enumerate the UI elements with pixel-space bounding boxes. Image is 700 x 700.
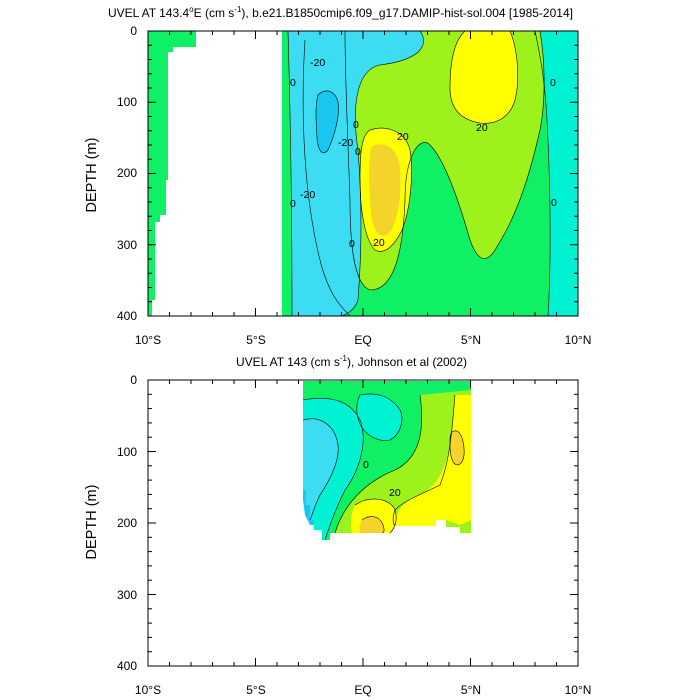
model-x-tick-labels: 10°S 5°S EQ 5°N 10°N: [135, 333, 591, 347]
contour-label: 20: [389, 487, 401, 499]
x-tick-label: 10°S: [135, 333, 161, 347]
model-necc-yellow: [450, 31, 518, 124]
model-contour-neg20: [302, 39, 351, 316]
y-tick-label: 100: [117, 445, 137, 459]
x-tick-label: 10°N: [565, 683, 592, 697]
model-left-strip: [148, 31, 196, 316]
obs-yellow-ncc: [395, 395, 471, 526]
model-contour-neg40: [315, 90, 339, 154]
panel-model: UVEL AT 143.4oE (cm s-1), b.e21.B1850cmi…: [84, 5, 591, 347]
obs-cyan-west: [303, 418, 339, 520]
model-contour-0-west: [287, 31, 293, 316]
model-east-aqua: [535, 31, 578, 316]
contour-label: 20: [373, 237, 385, 249]
contour-label: 0: [290, 198, 296, 210]
obs-contour-40-euc: [361, 516, 385, 534]
obs-contour-neg10: [356, 393, 403, 441]
x-tick-label: EQ: [354, 683, 371, 697]
y-tick-label: 400: [117, 659, 137, 673]
model-contour-0-east: [534, 31, 551, 316]
obs-contour-0: [302, 397, 364, 541]
x-tick-label: 5°N: [461, 683, 481, 697]
y-tick-label: 400: [117, 309, 137, 323]
model-contour-20-euc: [359, 127, 412, 252]
y-tick-label: 100: [117, 95, 137, 109]
obs-contour-field: [302, 381, 471, 541]
obs-gold-euc: [359, 516, 385, 533]
model-contour-labels: 0 -20 0 -20 -20 0 20 20 0 0 20 0 0: [290, 57, 557, 250]
model-euc-gold: [368, 144, 401, 236]
x-tick-label: 5°S: [246, 333, 265, 347]
obs-gold-ncc: [450, 430, 465, 465]
x-tick-label: 5°N: [461, 333, 481, 347]
model-contour-0-main: [339, 31, 424, 316]
y-tick-label: 0: [130, 24, 137, 38]
contour-label: 20: [476, 122, 488, 134]
obs-contour-labels: 0 20: [363, 459, 401, 499]
obs-cyan-dark: [303, 490, 314, 525]
y-tick-label: 0: [130, 373, 137, 387]
obs-y-tick-labels: 0 100 200 300 400: [117, 373, 137, 673]
y-tick-label: 300: [117, 588, 137, 602]
model-contour-20-necc: [449, 31, 519, 124]
contour-label: 0: [551, 197, 557, 209]
contour-label: 0: [550, 77, 556, 89]
x-tick-label: 5°S: [246, 683, 265, 697]
contour-label: 0: [290, 77, 296, 89]
obs-contour-20-euc: [354, 498, 397, 534]
model-axis-ticks: [147, 30, 579, 317]
contour-label: 20: [397, 131, 409, 143]
panel-observations: UVEL AT 143 (cm s-1), Johnson et al (200…: [84, 354, 591, 697]
obs-y-axis-label: DEPTH (m): [84, 485, 100, 560]
x-tick-label: 10°N: [565, 333, 592, 347]
contour-label: 0: [355, 146, 361, 158]
y-tick-label: 200: [117, 166, 137, 180]
contour-label: 0: [353, 119, 359, 131]
model-contour-field: [148, 31, 578, 316]
obs-contour-40-ncc: [449, 430, 465, 466]
x-tick-label: 10°S: [135, 683, 161, 697]
obs-x-tick-labels: 10°S 5°S EQ 5°N 10°N: [135, 683, 591, 697]
model-y-tick-labels: 0 100 200 300 400: [117, 24, 137, 323]
obs-contour-20: [392, 394, 456, 527]
obs-aqua-mid: [356, 393, 402, 441]
contour-label: 0: [363, 459, 369, 471]
model-y-axis-label: DEPTH (m): [84, 138, 100, 213]
model-title: UVEL AT 143.4oE (cm s-1), b.e21.B1850cmi…: [108, 5, 573, 20]
contour-label: -20: [338, 137, 353, 149]
model-contour-10: [344, 31, 545, 291]
obs-title: UVEL AT 143 (cm s-1), Johnson et al (200…: [236, 354, 467, 369]
contour-label: -20: [300, 189, 315, 201]
obs-axis-ticks: [147, 379, 579, 667]
x-tick-label: EQ: [354, 333, 371, 347]
y-tick-label: 200: [117, 516, 137, 530]
contour-label: -20: [310, 57, 325, 69]
obs-contour-neg20: [302, 418, 339, 521]
y-tick-label: 300: [117, 238, 137, 252]
obs-contour-10: [334, 394, 423, 534]
contour-label: 0: [349, 238, 355, 250]
